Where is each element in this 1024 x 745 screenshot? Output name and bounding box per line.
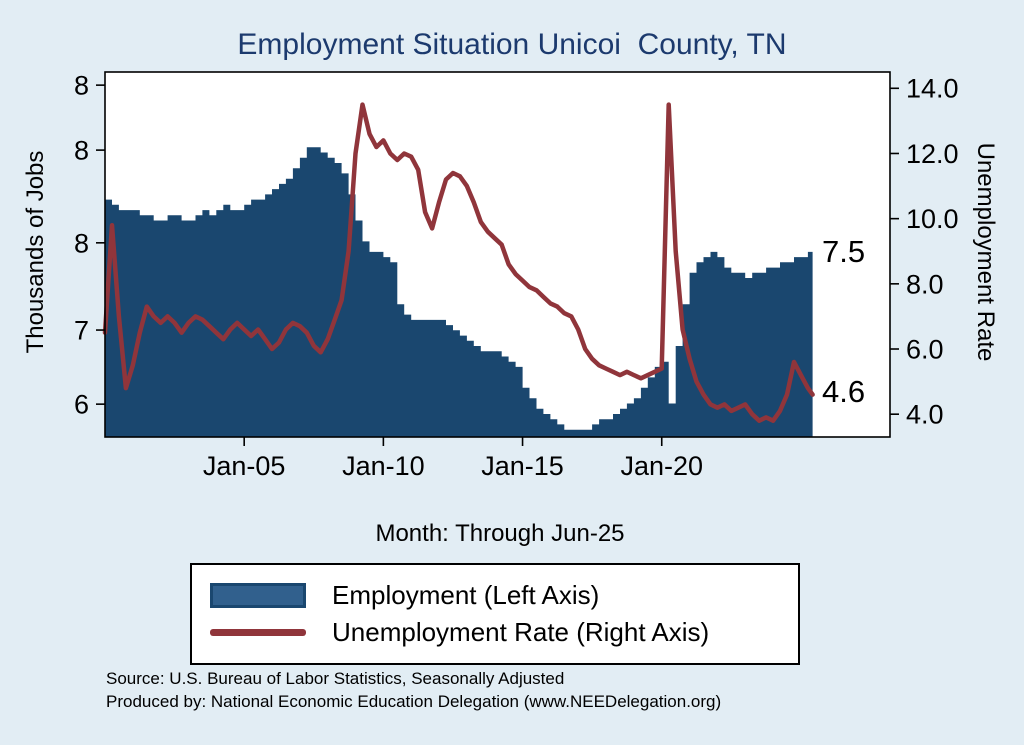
legend-row-unemployment: Unemployment Rate (Right Axis) [192, 614, 798, 651]
footer: Source: U.S. Bureau of Labor Statistics,… [106, 667, 721, 713]
legend: Employment (Left Axis) Unemployment Rate… [190, 563, 800, 665]
chart-title: Employment Situation Unicoi County, TN [237, 28, 787, 61]
legend-row-employment: Employment (Left Axis) [192, 577, 798, 614]
svg-text:14.0: 14.0 [906, 74, 959, 104]
legend-label-employment: Employment (Left Axis) [332, 580, 600, 610]
svg-text:Jan-05: Jan-05 [203, 451, 286, 481]
legend-label-unemployment: Unemployment Rate (Right Axis) [332, 617, 710, 647]
svg-text:8.0: 8.0 [906, 269, 944, 299]
svg-text:4.0: 4.0 [906, 400, 944, 430]
svg-text:10.0: 10.0 [906, 204, 959, 234]
svg-text:7: 7 [74, 316, 89, 346]
x-axis-title: Month: Through Jun-25 [375, 520, 625, 547]
svg-text:Jan-20: Jan-20 [620, 451, 703, 481]
employment-area-swatch-icon [210, 583, 306, 608]
svg-text:8: 8 [74, 71, 89, 101]
svg-text:Jan-15: Jan-15 [481, 451, 564, 481]
source-line: Source: U.S. Bureau of Labor Statistics,… [106, 669, 565, 688]
unemployment-line-swatch-icon [210, 629, 306, 636]
svg-text:12.0: 12.0 [906, 139, 959, 169]
svg-text:6.0: 6.0 [906, 334, 944, 364]
left-axis-title: Thousands of Jobs [22, 150, 49, 354]
svg-text:8: 8 [74, 228, 89, 258]
svg-text:Jan-10: Jan-10 [342, 451, 425, 481]
svg-text:6: 6 [74, 390, 89, 420]
produced-by-line: Produced by: National Economic Education… [106, 692, 722, 711]
svg-text:8: 8 [74, 136, 89, 166]
right-axis-title: Unemployment Rate [972, 142, 999, 362]
employment-end-value-label: 7.5 [822, 234, 866, 269]
unemployment-end-value-label: 4.6 [822, 374, 866, 409]
